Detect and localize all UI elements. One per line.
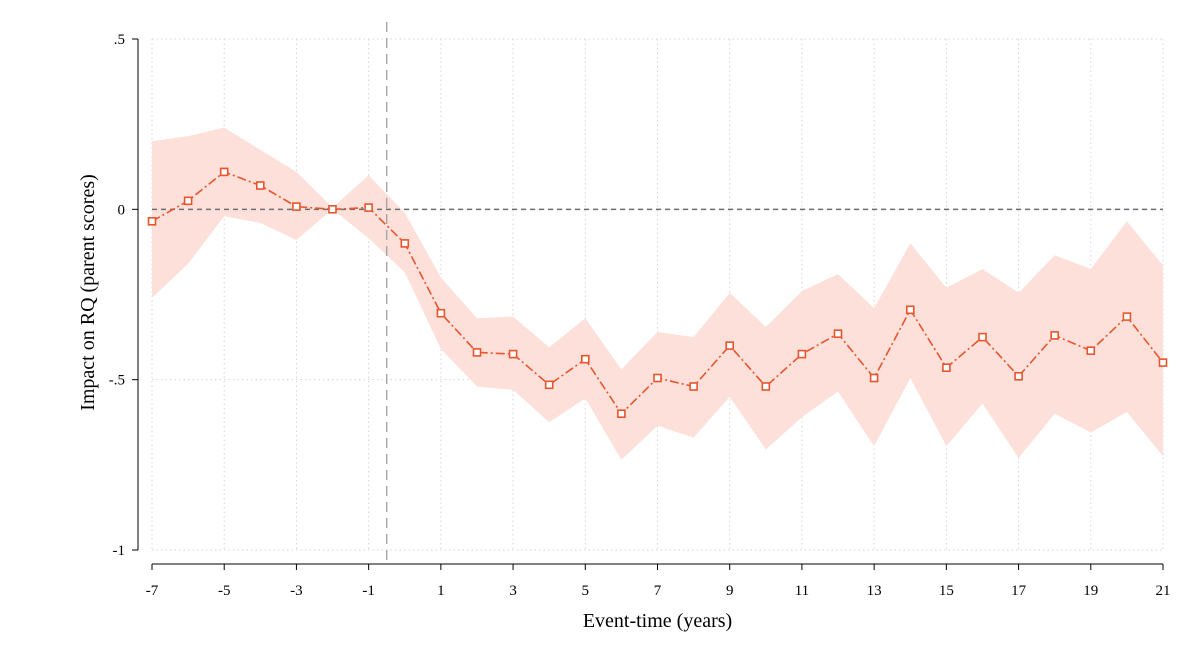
estimate-point bbox=[689, 382, 698, 391]
estimate-point bbox=[1014, 371, 1023, 381]
reference-lines bbox=[152, 22, 1163, 564]
x-tick-label: 15 bbox=[939, 583, 954, 599]
estimate-point bbox=[183, 196, 193, 206]
y-tick-label: 0 bbox=[118, 202, 126, 218]
confidence-band-layer bbox=[152, 127, 1163, 460]
estimate-point bbox=[472, 348, 482, 357]
x-tick-label: -7 bbox=[146, 583, 159, 599]
x-tick-label: 13 bbox=[867, 583, 882, 599]
estimate-point bbox=[869, 373, 879, 383]
y-tick-label: .5 bbox=[114, 32, 125, 48]
y-tick-label: -1 bbox=[113, 543, 126, 559]
estimate-point bbox=[653, 373, 662, 383]
confidence-band bbox=[152, 127, 1163, 460]
y-tick-label: -.5 bbox=[109, 373, 125, 389]
estimate-point bbox=[942, 363, 951, 373]
estimate-point bbox=[725, 341, 735, 350]
x-tick-label: -3 bbox=[290, 583, 303, 599]
axes: .50-.5-1-7 -5 -3 -1 1 3 5 7 9 11 13 15 17 19 21 bbox=[109, 32, 1171, 599]
x-tick-label: 21 bbox=[1156, 583, 1171, 599]
x-tick-label: 9 bbox=[726, 583, 734, 599]
estimate-point bbox=[292, 202, 301, 211]
estimate-point bbox=[255, 181, 265, 190]
estimate-point bbox=[580, 354, 590, 364]
x-tick-label: 7 bbox=[654, 583, 662, 599]
estimate-point bbox=[978, 332, 987, 342]
estimate-point bbox=[617, 409, 626, 419]
series-layer bbox=[147, 167, 1168, 419]
estimate-point bbox=[797, 349, 807, 359]
estimate-point bbox=[1122, 312, 1132, 321]
estimate-point bbox=[436, 308, 446, 318]
estimate-point bbox=[544, 380, 554, 390]
x-tick-label: 17 bbox=[1011, 583, 1027, 599]
estimate-point bbox=[905, 305, 915, 315]
x-tick-label: 11 bbox=[795, 583, 809, 599]
estimate-point bbox=[761, 382, 771, 391]
estimate-point bbox=[1050, 331, 1059, 340]
estimate-point bbox=[1158, 358, 1168, 367]
x-tick-label: 19 bbox=[1083, 583, 1098, 599]
estimate-point bbox=[1086, 346, 1096, 356]
estimate-point bbox=[219, 167, 229, 177]
estimate-point bbox=[328, 205, 337, 214]
x-tick-label: 5 bbox=[582, 583, 590, 599]
x-axis-title: Event-time (years) bbox=[583, 610, 732, 632]
estimate-point bbox=[508, 349, 518, 359]
x-tick-label: 1 bbox=[437, 583, 445, 599]
estimate-point bbox=[400, 239, 410, 248]
estimate-point bbox=[364, 203, 373, 212]
y-axis-title: Impact on RQ (parent scores) bbox=[77, 174, 99, 411]
x-tick-label: -1 bbox=[362, 583, 375, 599]
x-tick-label: 3 bbox=[509, 583, 517, 599]
estimate-point bbox=[833, 329, 843, 339]
estimate-point bbox=[147, 217, 157, 226]
x-tick-label: -5 bbox=[218, 583, 231, 599]
